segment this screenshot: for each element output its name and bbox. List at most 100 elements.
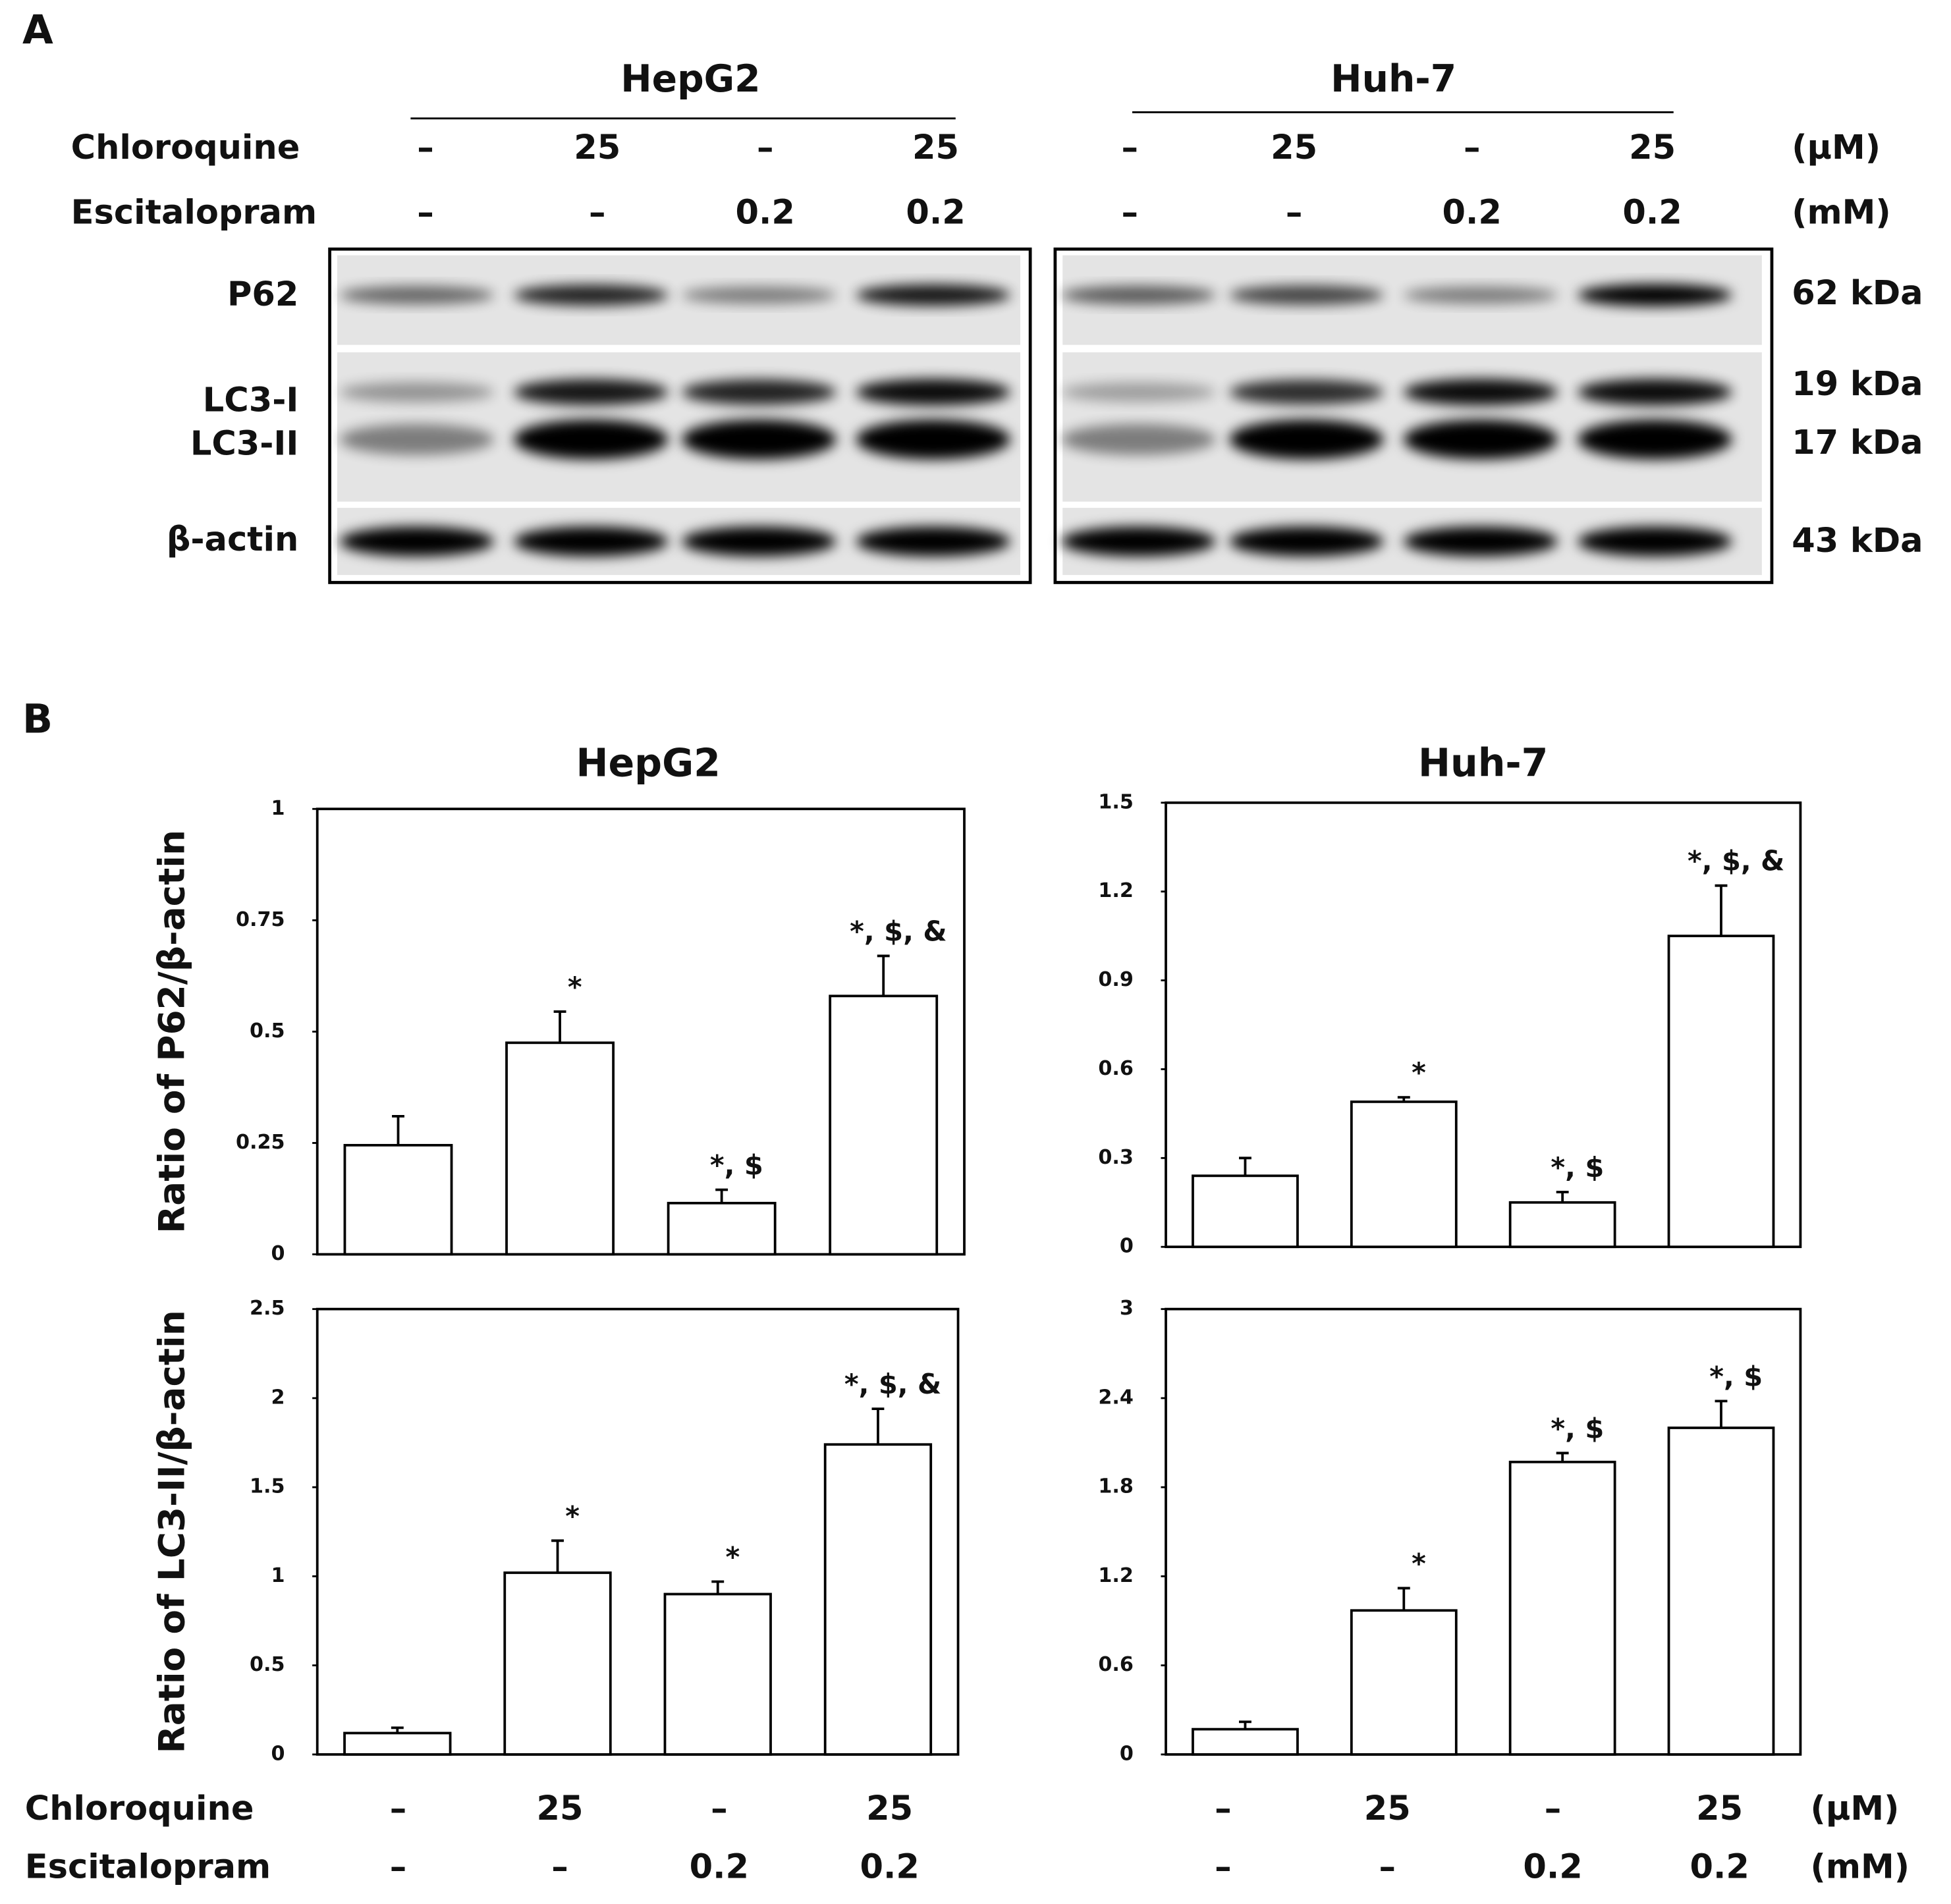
y-tick-label: 0 (271, 1242, 285, 1265)
lane-value: 25 (866, 1789, 913, 1828)
lane-value: 0.2 (860, 1848, 919, 1887)
blot-band (1403, 526, 1558, 557)
significance-label: *, $ (1709, 1360, 1763, 1392)
blot-band (682, 419, 837, 460)
plot-frame (1165, 801, 1802, 1249)
lane-value: 0.2 (1443, 193, 1502, 232)
significance-label: * (1412, 1056, 1426, 1089)
treatment-label: Chloroquine (71, 128, 300, 167)
band-label: LC3-I (203, 381, 299, 420)
lane-value: – (1545, 1789, 1562, 1828)
y-tick-label: 1.2 (1098, 879, 1134, 902)
lane-value: 0.2 (1690, 1848, 1749, 1887)
significance-label: *, $ (710, 1149, 763, 1181)
bar (505, 1041, 615, 1256)
treatment-unit: (µM) (1811, 1789, 1900, 1828)
bar (1667, 935, 1775, 1249)
blot-band (1578, 419, 1732, 460)
y-tick-label: 1 (271, 797, 285, 820)
group-title: HepG2 (620, 57, 760, 101)
treatment-unit: (mM) (1811, 1848, 1910, 1887)
lane-value: – (551, 1848, 568, 1887)
y-tick-label: 0.6 (1098, 1057, 1134, 1080)
y-tick-label: 0.6 (1098, 1653, 1134, 1676)
blot-band (856, 419, 1010, 460)
lane-value: – (417, 193, 434, 232)
bar (1192, 1174, 1299, 1249)
lane-value: 25 (912, 128, 959, 167)
y-tick-label: 1 (271, 1564, 285, 1587)
blot-band (514, 419, 669, 460)
y-tick-label: 0.5 (250, 1653, 285, 1676)
significance-label: * (565, 1500, 580, 1532)
blot-band (1061, 526, 1216, 557)
lane-value: 25 (574, 128, 620, 167)
y-tick-label: 0 (271, 1742, 285, 1765)
blot-band (1061, 285, 1216, 305)
y-tick-label: 2.5 (250, 1297, 285, 1320)
lane-value: – (1121, 128, 1138, 167)
lane-value: – (711, 1789, 728, 1828)
blot-band (1578, 526, 1732, 557)
lane-value: – (1121, 193, 1138, 232)
panel-label: B (22, 697, 53, 743)
lane-value: – (1464, 128, 1481, 167)
significance-label: *, $ (1551, 1412, 1604, 1444)
lane-value: 25 (537, 1789, 584, 1828)
blot-band (514, 285, 669, 306)
lane-value: – (589, 193, 606, 232)
y-tick-label: 0.3 (1098, 1146, 1134, 1169)
blot-band (856, 379, 1010, 406)
lane-value: – (390, 1789, 407, 1828)
band-size: 43 kDa (1792, 522, 1923, 560)
group-title: Huh-7 (1331, 57, 1456, 101)
lane-value: – (417, 128, 434, 167)
lane-value: 25 (1696, 1789, 1743, 1828)
significance-label: *, $, & (1688, 845, 1784, 877)
y-tick-label: 1.5 (1098, 790, 1134, 813)
lane-value: 25 (1271, 128, 1317, 167)
y-tick-label: 3 (1120, 1297, 1134, 1320)
blot-band (514, 379, 669, 406)
lane-value: – (1215, 1789, 1231, 1828)
treatment-label: Escitalopram (71, 193, 317, 232)
y-tick-label: 0 (1120, 1235, 1134, 1258)
blot-band (1403, 379, 1558, 406)
blot-band (682, 379, 837, 405)
significance-label: *, $, & (844, 1368, 941, 1400)
blot-band (856, 526, 1010, 557)
bar (343, 1731, 452, 1756)
significance-label: * (726, 1541, 740, 1573)
bar (1192, 1727, 1299, 1756)
treatment-label: Escitalopram (25, 1848, 271, 1887)
blot-band (1578, 379, 1732, 406)
bar (1508, 1460, 1616, 1756)
lane-value: – (757, 128, 774, 167)
blot (1053, 247, 1774, 584)
lane-value: – (390, 1848, 407, 1887)
band-label: P62 (227, 275, 298, 314)
lane-value: 0.2 (906, 193, 965, 232)
blot-band (1229, 379, 1384, 405)
blot-band (339, 286, 494, 305)
significance-label: *, $, & (850, 915, 947, 947)
chart-title: Huh-7 (1418, 740, 1548, 785)
blot-band (514, 526, 669, 557)
lane-value: 0.2 (736, 193, 795, 232)
lane-value: 0.2 (1622, 193, 1682, 232)
lane-value: 25 (1629, 128, 1676, 167)
y-tick-label: 2.4 (1098, 1386, 1134, 1409)
bar (1667, 1427, 1775, 1756)
lane-value: 0.2 (1523, 1848, 1582, 1887)
band-size: 19 kDa (1792, 365, 1923, 404)
bar (823, 1443, 933, 1756)
blot-band (1403, 286, 1558, 304)
y-tick-label: 0.75 (236, 908, 285, 931)
y-tick-label: 1.8 (1098, 1475, 1134, 1498)
blot-band (682, 286, 837, 304)
blot-band (1229, 285, 1384, 306)
lane-value: – (1215, 1848, 1231, 1887)
bar (667, 1201, 777, 1256)
